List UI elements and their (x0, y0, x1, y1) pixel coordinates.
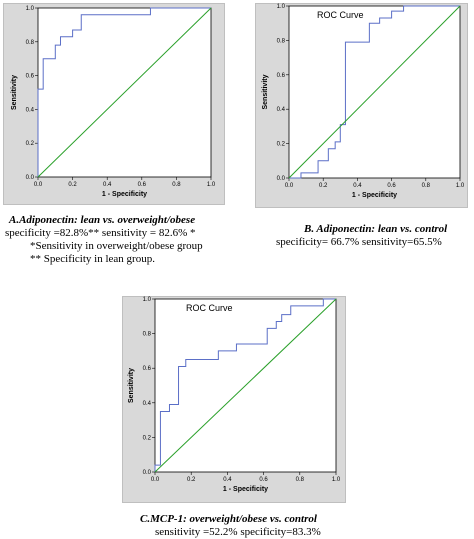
caption-a: A.Adiponectin: lean vs. overweight/obese… (5, 214, 203, 266)
x-tick-label: 1.0 (456, 183, 465, 189)
caption-b: B. Adiponectin: lean vs. control specifi… (276, 223, 447, 249)
x-tick-label: 0.2 (187, 477, 196, 483)
reference-diagonal-line (154, 298, 337, 473)
y-axis-label: Sensitivity (11, 75, 18, 110)
y-tick-label: 0.4 (143, 401, 152, 407)
caption-b-line-1: specificity= 66.7% sensitivity=65.5% (276, 236, 442, 248)
caption-a-line-3: ** Specificity in lean group. (30, 253, 155, 265)
y-tick-label: 1.0 (26, 6, 35, 12)
roc-curve-line (154, 298, 336, 472)
x-axis-label: 1 - Specificity (352, 192, 397, 199)
x-tick-label: 0.2 (319, 183, 328, 189)
chart-title: ROC Curve (317, 10, 364, 20)
x-tick-label: 1.0 (207, 182, 216, 188)
y-tick-label: 0.0 (277, 176, 286, 182)
caption-c-heading: C.MCP-1: overweight/obese vs. control (140, 513, 317, 525)
y-tick-label: 0.0 (26, 175, 35, 181)
y-tick-label: 0.2 (143, 435, 152, 441)
y-tick-label: 0.8 (26, 40, 35, 46)
x-tick-label: 0.0 (34, 182, 43, 188)
y-tick-label: 0.4 (277, 107, 286, 113)
y-tick-label: 0.8 (277, 38, 286, 44)
x-tick-label: 0.4 (103, 182, 112, 188)
y-axis-label: Sensitivity (128, 368, 135, 403)
y-tick-label: 0.8 (143, 332, 152, 338)
caption-a-heading: A.Adiponectin: lean vs. overweight/obese (9, 214, 196, 226)
roc-curve-line (289, 5, 460, 179)
caption-c: C.MCP-1: overweight/obese vs. control se… (140, 513, 321, 539)
x-tick-label: 0.4 (223, 477, 232, 483)
y-tick-label: 0.6 (277, 73, 286, 79)
x-tick-label: 0.2 (68, 182, 77, 188)
y-tick-label: 0.6 (143, 366, 152, 372)
caption-b-heading: B. Adiponectin: lean vs. control (304, 223, 448, 235)
x-tick-label: 0.8 (422, 183, 431, 189)
x-tick-label: 0.4 (353, 183, 362, 189)
x-tick-label: 0.6 (259, 477, 268, 483)
y-tick-label: 1.0 (143, 297, 152, 303)
y-tick-label: 0.2 (26, 141, 35, 147)
caption-a-line-2: *Sensitivity in overweight/obese group (30, 240, 203, 252)
x-axis-label: 1 - Specificity (223, 486, 268, 493)
chart-title: ROC Curve (186, 303, 233, 313)
x-axis-label: 1 - Specificity (102, 191, 147, 198)
y-tick-label: 0.4 (26, 107, 35, 113)
x-tick-label: 0.0 (285, 183, 294, 189)
y-tick-label: 0.6 (26, 74, 35, 80)
y-axis-label: Sensitivity (262, 74, 269, 109)
x-tick-label: 0.8 (172, 182, 181, 188)
x-tick-label: 0.6 (138, 182, 147, 188)
y-tick-label: 0.2 (277, 142, 286, 148)
roc-curve-line (37, 7, 211, 177)
y-tick-label: 0.0 (143, 470, 152, 476)
x-tick-label: 0.8 (296, 477, 305, 483)
x-tick-label: 0.6 (387, 183, 396, 189)
caption-c-line-1: sensitivity =52.2% specificity=83.3% (155, 526, 321, 538)
reference-diagonal-line (37, 7, 212, 178)
reference-diagonal-line (288, 5, 461, 179)
caption-a-line-1: specificity =82.8%** sensitivity = 82.6%… (5, 227, 196, 239)
x-tick-label: 0.0 (151, 477, 160, 483)
y-tick-label: 1.0 (277, 4, 286, 10)
x-tick-label: 1.0 (332, 477, 341, 483)
